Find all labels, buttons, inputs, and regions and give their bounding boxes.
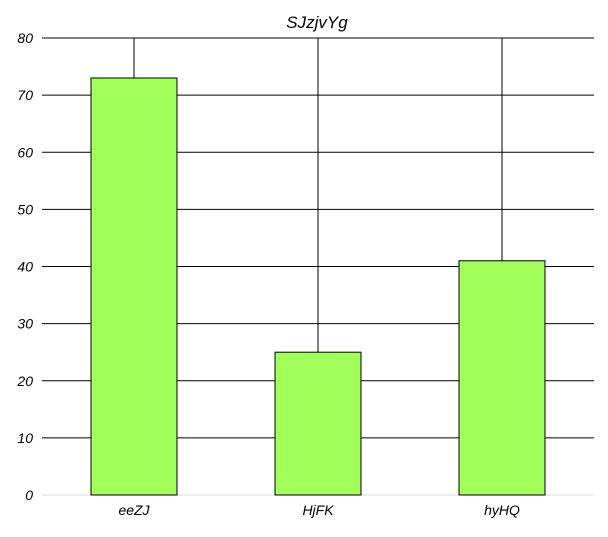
- y-tick-label: 50: [17, 201, 33, 217]
- y-tick-label: 60: [17, 144, 33, 160]
- chart-title: SJzjvYg: [286, 13, 348, 32]
- y-tick-label: 0: [25, 487, 33, 503]
- x-category-label: eeZJ: [118, 502, 150, 518]
- bar-HjFK: [274, 351, 362, 496]
- x-category-label: hyHQ: [484, 502, 520, 518]
- x-axis-labels: eeZJ HjFK hyHQ: [118, 502, 520, 518]
- y-tick-label: 40: [17, 259, 33, 275]
- y-tick-label: 70: [17, 87, 33, 103]
- x-category-label: HjFK: [302, 502, 334, 518]
- y-tick-label: 20: [16, 373, 33, 389]
- bars: [90, 77, 546, 496]
- y-tick-label: 30: [17, 316, 33, 332]
- y-tick-label: 80: [17, 30, 33, 46]
- bar-eeZJ: [90, 77, 178, 496]
- y-tick-label: 10: [17, 430, 33, 446]
- y-axis-ticks: 0 10 20 30 40 50 60 70 80: [16, 30, 33, 503]
- bar-hyHQ: [458, 260, 546, 496]
